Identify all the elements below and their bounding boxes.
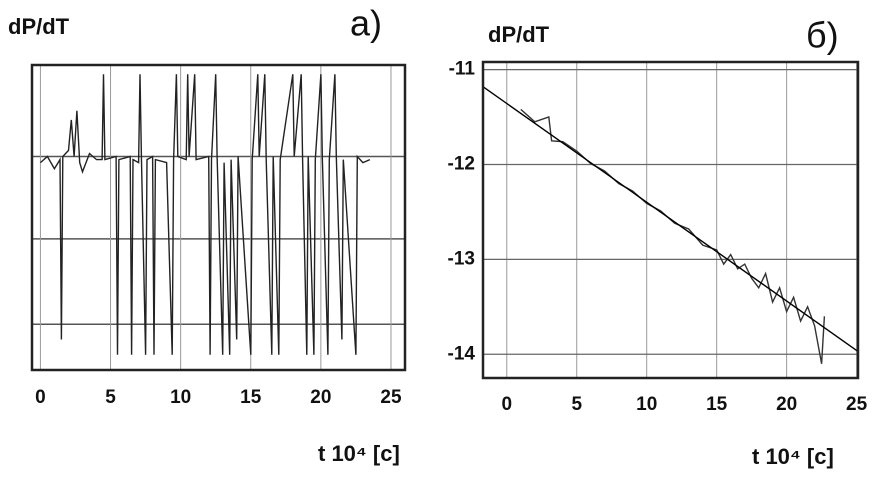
data-line <box>482 86 859 352</box>
panel-label: б) <box>806 15 839 56</box>
x-tick-label: 25 <box>846 394 868 415</box>
x-tick-label: 25 <box>380 387 402 408</box>
x-label: t 10⁴ [c] <box>752 444 834 469</box>
x-tick-label: 10 <box>636 394 657 415</box>
y-label: dP/dT <box>8 14 70 39</box>
x-tick-label: 20 <box>310 387 331 408</box>
y-tick-label: -12 <box>448 154 475 175</box>
x-tick-label: 0 <box>501 394 512 415</box>
plot-frame <box>30 63 407 372</box>
y-tick-label: -11 <box>449 59 476 80</box>
x-tick-label: 0 <box>35 387 46 408</box>
y-tick-label: -14 <box>448 343 476 364</box>
data-line <box>39 74 371 355</box>
data-line <box>520 108 826 364</box>
x-tick-label: 5 <box>571 394 582 415</box>
y-label: dP/dT <box>488 22 550 47</box>
y-tick-label: -13 <box>448 248 475 269</box>
x-tick-label: 20 <box>776 394 797 415</box>
plot-frame <box>481 60 860 380</box>
panel-label: а) <box>350 3 382 44</box>
x-tick-label: 15 <box>706 394 728 415</box>
x-tick-label: 10 <box>170 387 191 408</box>
x-tick-label: 5 <box>105 387 116 408</box>
x-tick-label: 15 <box>240 387 262 408</box>
x-label: t 10⁴ [c] <box>318 441 400 466</box>
